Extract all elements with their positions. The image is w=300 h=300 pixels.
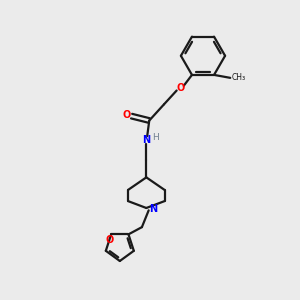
Text: N: N	[142, 135, 150, 145]
Text: CH₃: CH₃	[231, 73, 245, 82]
Text: H: H	[152, 133, 159, 142]
Text: O: O	[122, 110, 130, 120]
Text: N: N	[149, 204, 157, 214]
Text: O: O	[106, 235, 114, 245]
Text: O: O	[176, 83, 184, 93]
